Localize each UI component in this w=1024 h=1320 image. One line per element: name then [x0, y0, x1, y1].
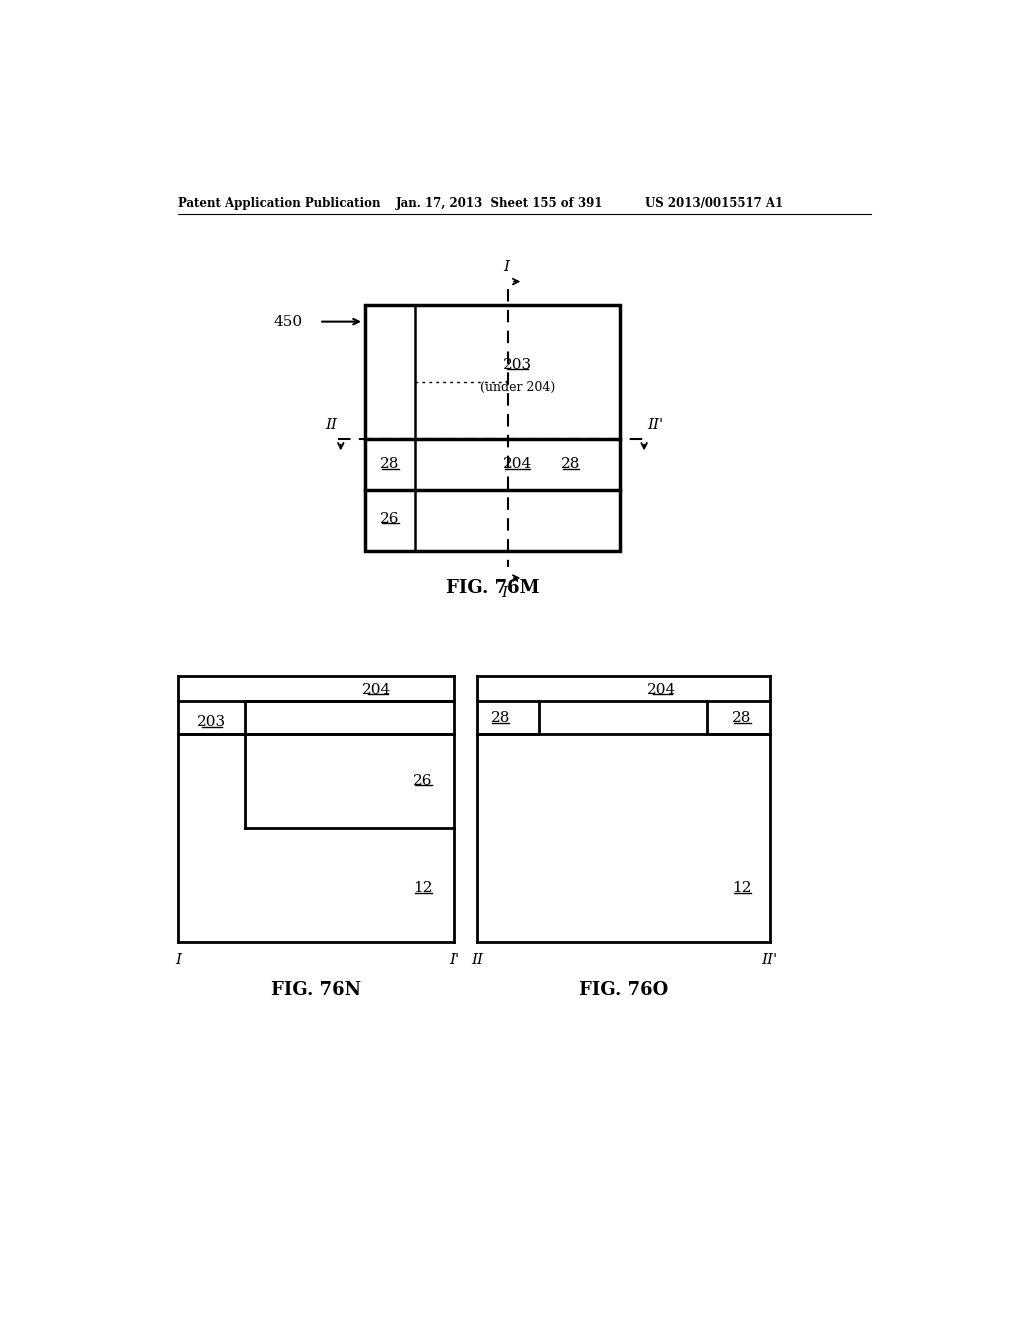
Text: 450: 450	[273, 314, 302, 329]
Text: 26: 26	[380, 512, 399, 525]
Text: (under 204): (under 204)	[480, 381, 555, 395]
Text: FIG. 76O: FIG. 76O	[579, 981, 668, 999]
Text: 12: 12	[732, 882, 752, 895]
Text: I: I	[504, 260, 509, 275]
Text: 28: 28	[732, 711, 752, 725]
Text: 26: 26	[414, 774, 433, 788]
Text: FIG. 76N: FIG. 76N	[271, 981, 361, 999]
Text: 28: 28	[561, 457, 581, 471]
Text: II: II	[471, 953, 483, 968]
Text: Jan. 17, 2013  Sheet 155 of 391: Jan. 17, 2013 Sheet 155 of 391	[396, 197, 603, 210]
Text: 203: 203	[197, 715, 226, 729]
Text: 204: 204	[647, 682, 677, 697]
Text: US 2013/0015517 A1: US 2013/0015517 A1	[645, 197, 783, 210]
Text: I': I'	[501, 586, 511, 599]
Text: 28: 28	[490, 711, 510, 725]
Text: 204: 204	[503, 457, 532, 471]
Text: II': II'	[762, 953, 778, 968]
Text: 28: 28	[380, 457, 399, 471]
Text: 204: 204	[362, 682, 391, 697]
Text: II': II'	[647, 417, 664, 432]
Text: I: I	[175, 953, 181, 968]
Text: 12: 12	[414, 882, 433, 895]
Text: FIG. 76M: FIG. 76M	[445, 579, 540, 597]
Text: 203: 203	[503, 358, 532, 372]
Text: II: II	[326, 417, 338, 432]
Text: Patent Application Publication: Patent Application Publication	[178, 197, 381, 210]
Bar	[366, 305, 620, 552]
Text: I': I'	[449, 953, 459, 968]
